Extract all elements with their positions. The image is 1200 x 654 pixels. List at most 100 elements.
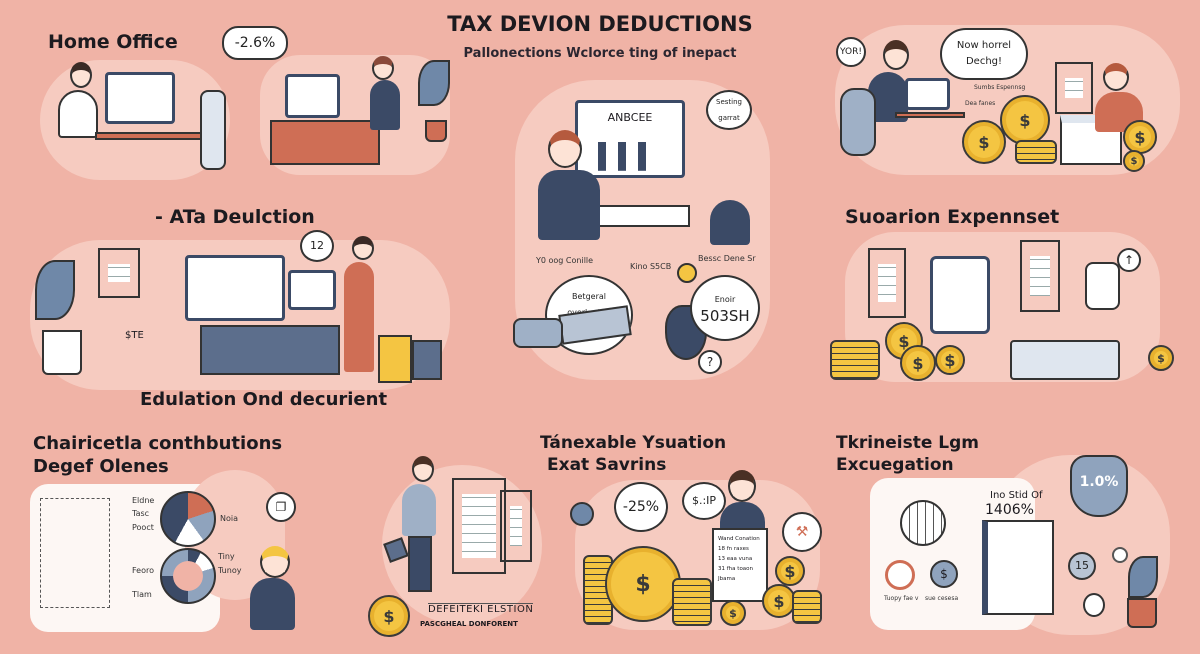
center-label-right: Bessc Dene Sr [698, 254, 756, 263]
center-label-mid: Kino S5CB [630, 262, 672, 271]
cloud-icon [570, 502, 594, 526]
question-bubble: ? [698, 350, 722, 374]
person-head [883, 40, 909, 70]
percent-bubble: -25% [614, 482, 668, 532]
doc-heading: DEFEITEKI ELSTION [428, 603, 534, 615]
person-body [250, 578, 295, 630]
monitor-icon [105, 72, 175, 124]
person-head [548, 130, 582, 168]
person-body [710, 200, 750, 245]
tag-15: 15 [1068, 552, 1096, 580]
doc-heading-1: Ino Stid Of [990, 490, 1043, 501]
pot-icon [425, 120, 447, 142]
coin-icon: $ [1000, 95, 1050, 145]
tool-icon [885, 560, 915, 590]
laptop-icon [905, 78, 950, 110]
receipt-line: 31 fha toaon [718, 566, 754, 572]
value-bubble-label: Enoir [714, 295, 736, 304]
plant-icon [1128, 556, 1158, 598]
desk [95, 132, 205, 140]
pot-icon [42, 330, 82, 375]
monitor-icon: ANBCEE [575, 100, 685, 178]
coin-icon: $ [1123, 120, 1157, 154]
page-subtitle: Pallonections Wclorce ting of inepact [463, 46, 737, 61]
long-term-title-2: Excuegation [836, 455, 954, 475]
cash-register-icon [1010, 340, 1120, 380]
receipt-line: Jbama [718, 576, 736, 582]
coin-icon: $ [1148, 345, 1174, 371]
keyboard-icon [590, 205, 690, 227]
desk [270, 120, 380, 165]
person-body [344, 262, 374, 372]
person-body [538, 170, 600, 240]
books-icon [412, 340, 442, 380]
donut-chart [160, 548, 216, 604]
pie-label: Noia [220, 514, 239, 523]
coin-icon: $ [900, 345, 936, 381]
coin-icon: $ [962, 120, 1006, 164]
coin-stack [792, 590, 822, 624]
water-cooler-icon [200, 90, 226, 170]
caption-right: sue cesesa [925, 595, 959, 602]
pot-icon [1127, 598, 1157, 628]
document-bubble-icon: ❐ [266, 492, 296, 522]
chart-document-icon [1055, 62, 1093, 114]
label-1: Sumbs Espennsg [974, 84, 1026, 91]
monitor-label: ANBCEE [607, 111, 653, 124]
clipboard-icon [930, 256, 990, 334]
coin-icon: $ [368, 595, 410, 637]
coin-icon: $ [775, 556, 805, 586]
label-2: Dea fanes [965, 100, 996, 107]
hand-icon [513, 318, 563, 348]
jar-icon [1085, 262, 1120, 310]
doc-heading-2: 1406% [985, 502, 1034, 518]
document-icon [868, 248, 906, 318]
pie-label: Eldne [132, 496, 155, 505]
shopping-bag-icon [378, 335, 412, 383]
coin-icon: $ [762, 584, 796, 618]
donut-label: Tiny [218, 552, 235, 561]
donut-label: Tlam [132, 590, 152, 599]
coin-icon: $ [605, 546, 681, 622]
dollar-circle-icon: $ [930, 560, 958, 588]
desk [895, 112, 965, 118]
note-bubble: Sesting garrat [706, 90, 752, 130]
person-head [70, 62, 92, 88]
document-icon [452, 478, 506, 574]
mouse-icon [1083, 593, 1105, 617]
home-office-title: Home Office [48, 31, 178, 53]
person-head [728, 470, 756, 502]
page-title: TAX DEVION DEDUCTIONS [447, 12, 753, 36]
shield-badge: 1.0% [1070, 455, 1128, 517]
person-body [58, 90, 98, 138]
coin-icon: $ [935, 345, 965, 375]
desk [200, 325, 340, 375]
supplies-title: Suoarion Expennset [845, 206, 1060, 228]
person-head [412, 456, 434, 482]
chair-icon [840, 88, 876, 156]
ata-bubble: 12 [300, 230, 334, 262]
document-icon [98, 248, 140, 298]
monitor-icon [288, 270, 336, 310]
person-head [260, 546, 290, 578]
caption-left: Tuopy fae v [884, 595, 919, 602]
person-legs [408, 536, 432, 592]
person-body [402, 484, 436, 536]
sun-icon [677, 263, 697, 283]
coin-stack [672, 578, 712, 626]
pie-label: Tasc [132, 509, 150, 518]
report-document [982, 520, 1054, 615]
coin-icon: $ [1123, 150, 1145, 172]
globe-icon [900, 500, 946, 546]
sip-bubble: $.:IP [682, 482, 726, 520]
bubble-line-1: Betgeral [572, 292, 606, 301]
charitable-title-1: Chairicetla conthbutions [33, 433, 283, 454]
document-icon [500, 490, 532, 562]
taxable-title-2: Exat Savrins [547, 455, 667, 475]
taxable-title-1: Tánexable Ysuation [540, 433, 727, 453]
center-label-left: Y0 oog Conille [536, 256, 594, 265]
ata-deduction-title: - ATa Deulction [155, 206, 315, 228]
education-title: Edulation Ond decurient [140, 389, 388, 410]
donut-label: Feoro [132, 566, 154, 575]
plant-icon [35, 260, 75, 320]
